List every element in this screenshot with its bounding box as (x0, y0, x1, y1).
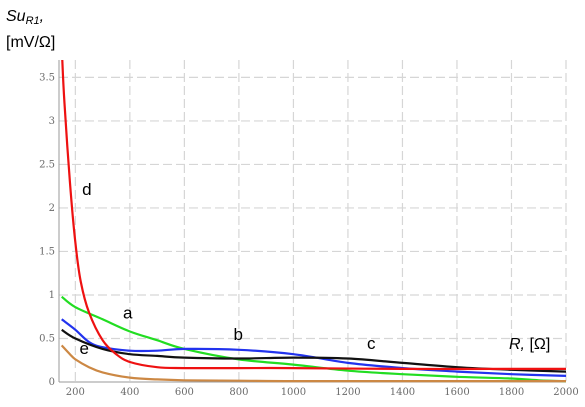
x-tick-label: 1200 (335, 387, 360, 398)
y-tick-label: 2.5 (39, 159, 55, 170)
y-tick-label: 0.5 (39, 333, 55, 344)
y-axis-unit: [mV/Ω] (6, 34, 56, 51)
x-tick-label: 1000 (281, 387, 306, 398)
x-axis-unit: [Ω] (525, 336, 551, 353)
x-tick-label: 2000 (553, 387, 578, 398)
x-tick-label: 400 (120, 387, 139, 398)
x-tick-label: 600 (175, 387, 194, 398)
x-tick-label: 1800 (499, 387, 524, 398)
x-axis-label-main: R, (509, 336, 525, 353)
series-line-a (60, 295, 567, 383)
x-tick-label: 1400 (390, 387, 415, 398)
y-tick-label: 1.5 (39, 246, 55, 257)
series-labels: a b c d e (79, 180, 376, 358)
y-axis-label: SuR1, [mV/Ω] (6, 6, 55, 53)
y-tick-label: 0 (49, 377, 55, 388)
y-tick-label: 3.5 (39, 72, 55, 83)
y-axis-label-sub: R1 (25, 15, 40, 27)
y-tick-label: 1 (49, 290, 55, 301)
x-tick-label: 1600 (444, 387, 469, 398)
series-label-b: b (233, 325, 242, 344)
y-tick-label: 2 (49, 203, 55, 214)
x-axis-label: R, [Ω] (509, 336, 550, 354)
series-label-d: d (82, 180, 91, 199)
grid (59, 60, 567, 382)
tick-labels: 0 0.5 1 1.5 2 2.5 3 3.5 200 400 600 800 1000 1200 1400… (39, 72, 579, 398)
x-tick-label: 200 (66, 387, 85, 398)
y-axis-label-main: Su (6, 8, 26, 25)
y-axis-label-suffix: , (39, 8, 45, 25)
x-tick-label: 800 (229, 387, 248, 398)
series-line-e (60, 344, 566, 383)
series-line-b (61, 318, 567, 377)
series-line-d (61, 59, 566, 371)
series-line-c (61, 328, 567, 373)
series-label-e: e (79, 339, 88, 358)
y-tick-label: 3 (49, 116, 55, 127)
series-label-a: a (123, 303, 133, 322)
series-label-c: c (367, 334, 376, 353)
series-lines (60, 59, 567, 383)
